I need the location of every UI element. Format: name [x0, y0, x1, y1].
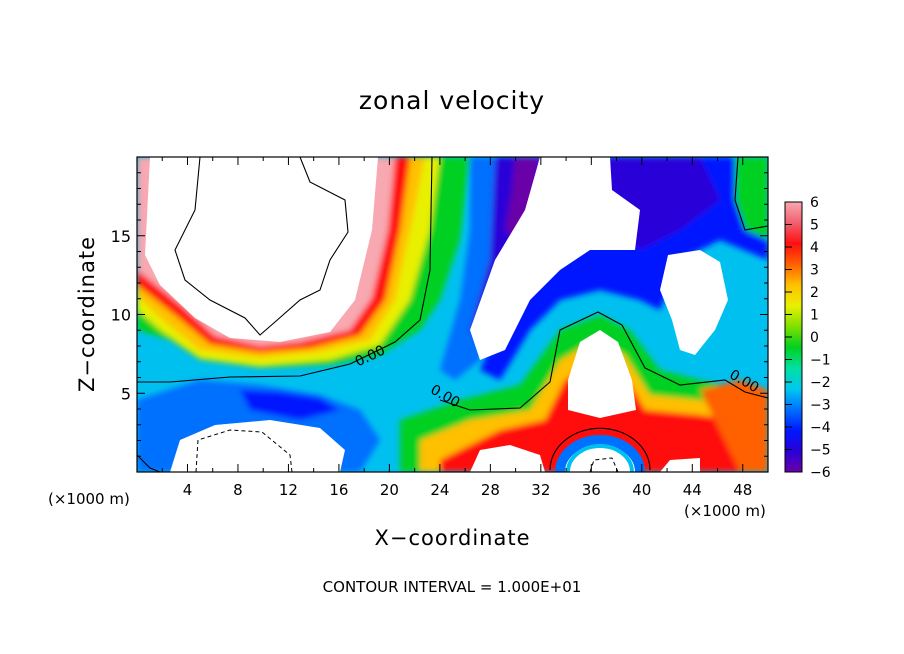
out-of-range-regions: [145, 157, 728, 472]
x-unit-label-right: (×1000 m): [684, 502, 766, 520]
y-tick-label: 15: [111, 227, 131, 246]
colorbar-tick-label: −3: [810, 398, 831, 414]
contour-interval-text: CONTOUR INTERVAL = 1.000E+01: [322, 578, 582, 596]
colorbar-tick-label: 4: [810, 240, 819, 256]
colorbar-tick-label: 1: [810, 308, 819, 324]
chart-title: zonal velocity: [358, 86, 546, 115]
x-unit-label-left: (×1000 m): [48, 490, 130, 508]
colorbar-tick-label: 5: [810, 218, 819, 234]
colorbar-tick-label: −1: [810, 353, 831, 369]
negative-contours: [195, 429, 619, 472]
colorbar-tick-label: −2: [810, 375, 831, 391]
y-tick-label: 10: [111, 306, 131, 325]
x-tick-label: 48: [733, 481, 752, 499]
x-tick-label: 4: [183, 481, 193, 499]
colorbar-tick-label: −6: [810, 465, 831, 481]
x-tick-label: 40: [632, 481, 651, 499]
colorbar-tick-label: −4: [810, 420, 831, 436]
x-tick-label: 44: [683, 481, 702, 499]
colorbar: 6 5 4 3 2 1 0 −1 −2 −3 −4 −5 −6: [784, 195, 831, 481]
x-tick-label: 24: [430, 481, 449, 499]
x-axis: 4 8 12 16 20 24 28 32 36 40 44 48: [161, 157, 752, 499]
colorbar-tick-label: −5: [810, 443, 831, 459]
x-tick-label: 8: [233, 481, 243, 499]
x-tick-label: 28: [481, 481, 500, 499]
x-axis-label: X−coordinate: [374, 526, 531, 550]
x-tick-label: 36: [582, 481, 601, 499]
x-tick-label: 20: [380, 481, 399, 499]
x-tick-label: 12: [279, 481, 298, 499]
y-axis-label: Z−coordinate: [75, 236, 99, 392]
velocity-field: [137, 157, 768, 472]
colorbar-tick-label: 2: [810, 285, 819, 301]
colorbar-tick-label: 3: [810, 263, 819, 279]
x-tick-label: 16: [329, 481, 348, 499]
x-tick-label: 32: [531, 481, 550, 499]
colorbar-tick-label: 6: [810, 195, 819, 211]
colorbar-tick-label: 0: [810, 330, 819, 346]
y-axis: 5 10 15: [111, 172, 768, 457]
y-tick-label: 5: [121, 384, 131, 403]
contour-lines: [137, 157, 768, 472]
